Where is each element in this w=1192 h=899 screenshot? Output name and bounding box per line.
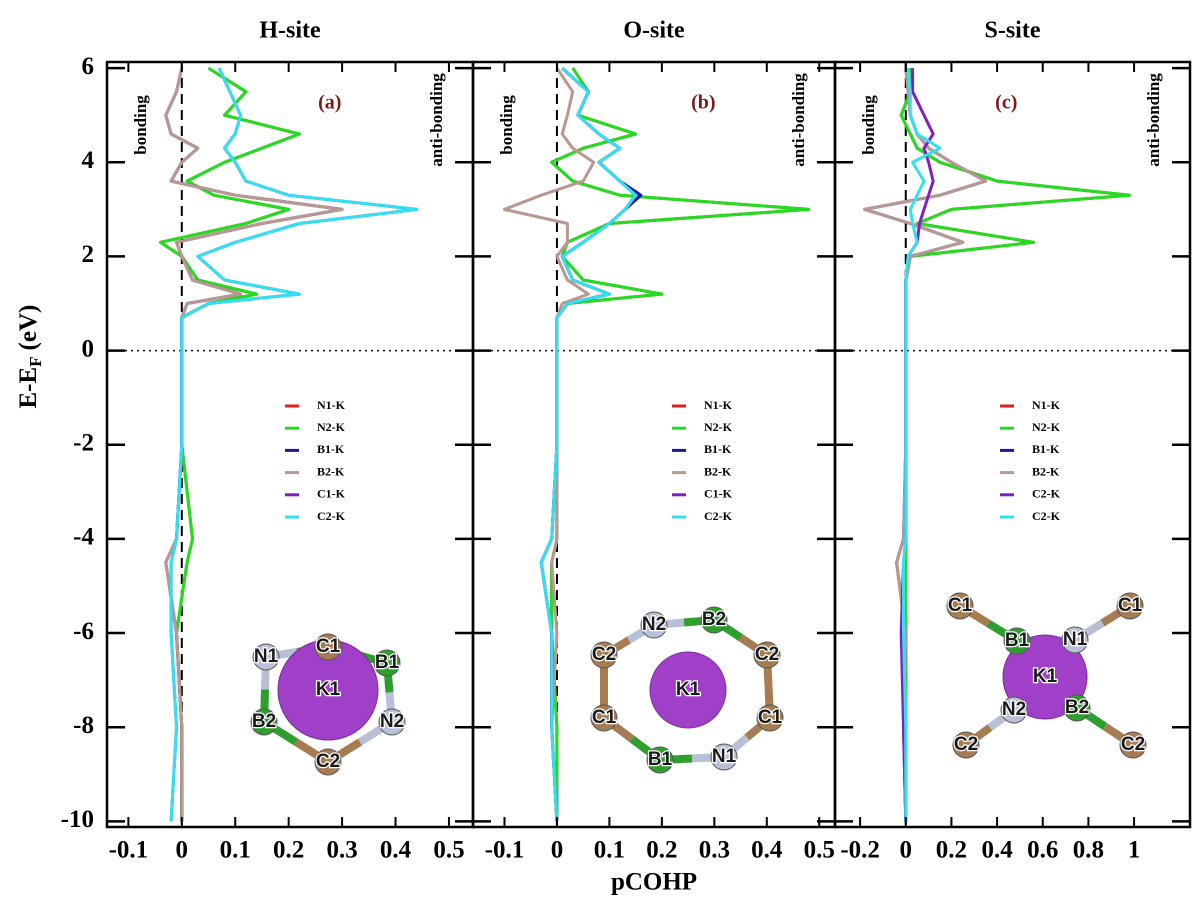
series-line — [505, 68, 594, 821]
y-tick-label: -2 — [73, 429, 94, 456]
panel-title: S-site — [985, 18, 1041, 44]
x-tick-label: 0 — [900, 837, 913, 864]
panel-annotation: (b) — [691, 92, 715, 114]
y-tick-label: 0 — [82, 335, 95, 362]
legend-label: N1-K — [704, 398, 733, 412]
legend-label: B1-K — [317, 442, 345, 456]
bonding-label: bonding — [131, 95, 150, 155]
y-axis-label-main: E-E — [15, 367, 42, 409]
atom-label: C1 — [316, 636, 341, 657]
y-tick-label: 6 — [82, 53, 95, 80]
legend-label: C1-K — [704, 487, 733, 501]
y-tick-label: -4 — [73, 524, 94, 551]
legend-label: N2-K — [704, 420, 733, 434]
x-tick-label: 0.4 — [981, 837, 1013, 864]
x-tick-label: 0.5 — [433, 837, 464, 864]
legend-label: C2-K — [1032, 509, 1061, 523]
legend-label: B2-K — [317, 464, 345, 478]
legend-label: N1-K — [317, 398, 346, 412]
legend-label: C2-K — [317, 509, 346, 523]
legend-label: B1-K — [1032, 442, 1060, 456]
legend-label: B1-K — [704, 442, 732, 456]
atom-label: B2 — [252, 711, 276, 732]
x-tick-label: 0.3 — [326, 837, 357, 864]
atom-label: B1 — [1005, 630, 1030, 651]
x-tick-label: 1 — [1128, 837, 1141, 864]
antibonding-label: anti-bonding — [789, 73, 808, 167]
legend-label: N2-K — [317, 420, 346, 434]
atom-label: N2 — [642, 614, 666, 635]
atom-label: C1 — [948, 595, 973, 616]
atom-label: N2 — [1002, 699, 1026, 720]
legend-label: B2-K — [704, 464, 732, 478]
chart: K1 C1 B1 N2 C2 B2 N1 -0.1 0 0.1 0.2 0.3 0.4 0.5 -10 -8 -… — [0, 0, 1192, 899]
y-axis-label: E-EF (eV) — [15, 305, 45, 409]
atom-label: B1 — [648, 749, 673, 770]
x-tick-label: 0.3 — [699, 837, 730, 864]
x-tick-label: -0.2 — [840, 837, 880, 864]
bonding-label: bonding — [497, 95, 516, 155]
atom-label: K1 — [1033, 666, 1058, 687]
x-tick-label: 0.4 — [751, 837, 783, 864]
atom-label: N1 — [1063, 629, 1088, 650]
legend-label: B2-K — [1032, 464, 1060, 478]
atom-label: C2 — [592, 644, 616, 665]
atom-label: B2 — [702, 609, 726, 630]
y-tick-label: -6 — [73, 618, 94, 645]
atom-label: C1 — [758, 707, 783, 728]
antibonding-label: anti-bonding — [427, 73, 446, 167]
y-tick-label: 4 — [82, 147, 95, 174]
legend-label: C2-K — [1032, 487, 1061, 501]
legend-label: N1-K — [1032, 398, 1061, 412]
atom-label: C1 — [592, 707, 617, 728]
atom-label: C2 — [954, 734, 978, 755]
panel-annotation: (c) — [995, 92, 1017, 114]
atom-label: B1 — [375, 652, 400, 673]
atom-label: N2 — [380, 711, 404, 732]
panel-title: O-site — [623, 18, 685, 44]
atom-label: N1 — [254, 646, 279, 667]
panel-title: H-site — [259, 18, 321, 44]
x-tick-label: 0.5 — [804, 837, 835, 864]
y-tick-label: -8 — [73, 712, 94, 739]
x-axis-label: pCOHP — [611, 869, 697, 896]
x-tick-label: 0 — [176, 837, 189, 864]
x-tick-label: 0.8 — [1073, 837, 1104, 864]
x-tick-label: 0.2 — [646, 837, 677, 864]
atom-label: C2 — [1121, 734, 1145, 755]
atom-label: K1 — [676, 679, 701, 700]
x-tick-label: 0.6 — [1027, 837, 1058, 864]
atom-label: N1 — [712, 746, 737, 767]
y-tick-label: 2 — [82, 241, 95, 268]
y-axis-label-sub: F — [26, 356, 45, 366]
legend-label: C1-K — [317, 487, 346, 501]
legend-label: N2-K — [1032, 420, 1061, 434]
legend-label: C2-K — [704, 509, 733, 523]
atom-label: K1 — [316, 679, 341, 700]
x-tick-label: 0.4 — [380, 837, 412, 864]
y-axis-label-unit: (eV) — [15, 305, 42, 351]
y-tick-label: -10 — [61, 806, 94, 833]
panel-annotation: (a) — [318, 92, 341, 114]
x-tick-label: 0.1 — [220, 837, 251, 864]
x-tick-label: 0 — [551, 837, 564, 864]
x-tick-label: 0.2 — [936, 837, 967, 864]
atom-label: C2 — [755, 644, 779, 665]
bonding-label: bonding — [859, 95, 878, 155]
atom-label: C2 — [316, 751, 340, 772]
atom-label: B2 — [1065, 697, 1089, 718]
x-tick-label: 0.1 — [594, 837, 625, 864]
atom-label: C1 — [1118, 595, 1143, 616]
x-tick-label: 0.2 — [273, 837, 304, 864]
x-tick-label: -0.1 — [109, 837, 149, 864]
antibonding-label: anti-bonding — [1144, 73, 1163, 167]
x-tick-label: -0.1 — [485, 837, 525, 864]
